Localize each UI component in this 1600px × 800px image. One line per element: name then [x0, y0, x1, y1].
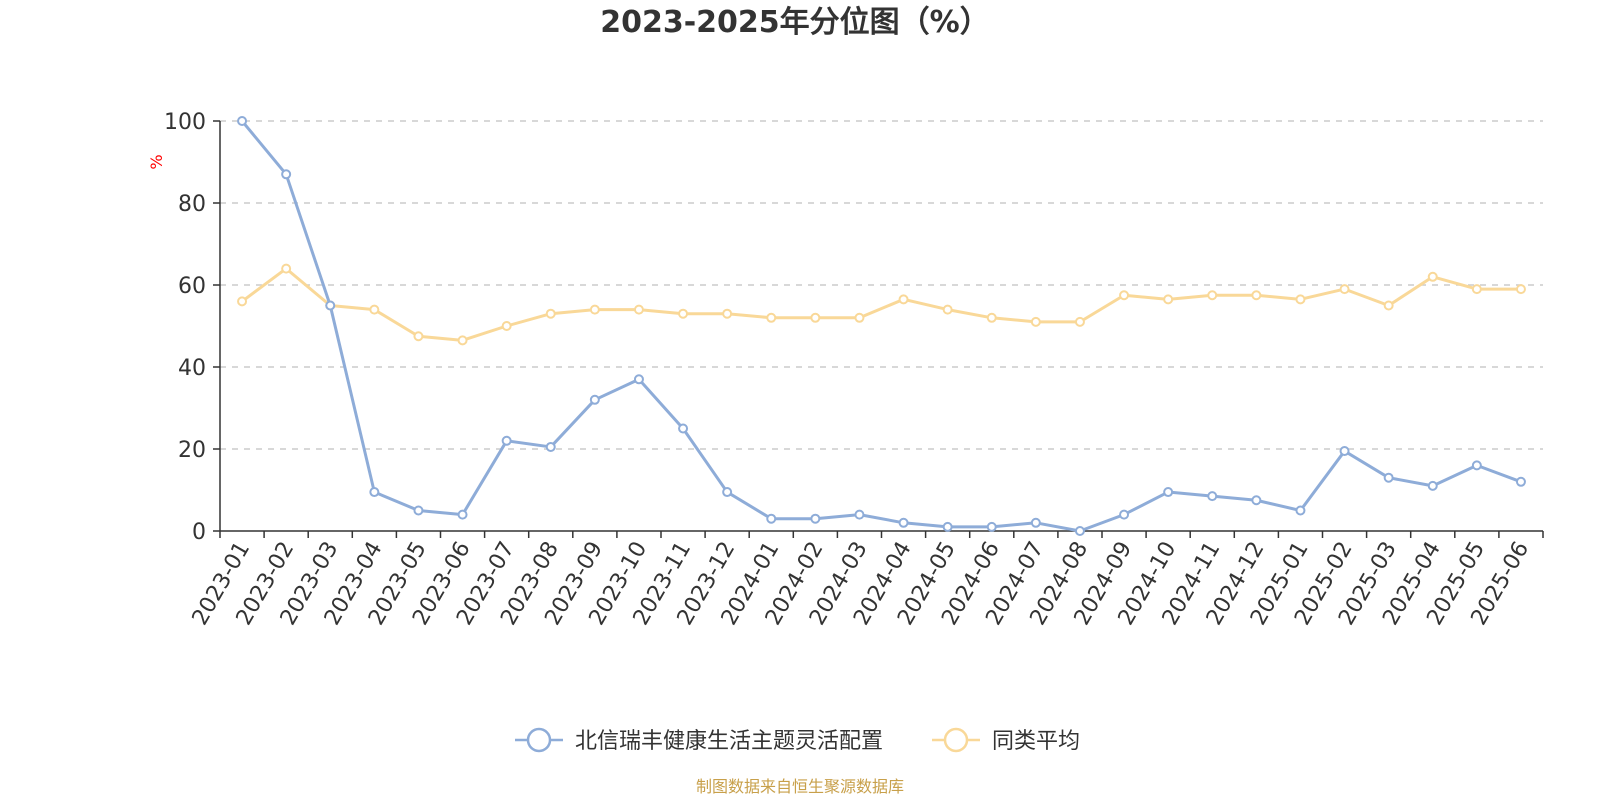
data-point[interactable]	[766, 312, 777, 323]
data-point[interactable]	[986, 312, 997, 323]
data-point[interactable]	[281, 263, 292, 274]
chart-title: 2023-2025年分位图（%）	[600, 5, 990, 40]
data-point[interactable]	[1295, 294, 1306, 305]
data-point[interactable]	[1163, 487, 1174, 498]
data-point[interactable]	[1030, 517, 1041, 528]
series-lines	[237, 116, 1526, 536]
y-axis-ticks: 0 20 40 60 80 100	[164, 110, 220, 545]
data-point[interactable]	[457, 335, 468, 346]
axes	[219, 121, 1543, 532]
series-line	[241, 267, 1521, 342]
legend[interactable]: 北信瑞丰健康生活主题灵活配置 同类平均	[515, 727, 1080, 754]
y-tick-label: 40	[178, 356, 206, 381]
y-tick-label: 80	[178, 192, 206, 217]
data-point[interactable]	[854, 312, 865, 323]
data-point[interactable]	[942, 521, 953, 532]
y-tick-label: 0	[192, 520, 206, 545]
data-point[interactable]	[678, 423, 689, 434]
y-tick-label: 20	[178, 438, 206, 463]
data-point[interactable]	[1383, 472, 1394, 483]
data-point[interactable]	[1251, 495, 1262, 506]
data-point[interactable]	[501, 321, 512, 331]
data-point[interactable]	[942, 304, 953, 315]
data-point[interactable]	[325, 300, 336, 311]
y-tick-label: 100	[164, 110, 206, 135]
legend-label[interactable]: 同类平均	[992, 729, 1080, 754]
data-point[interactable]	[1339, 284, 1350, 295]
data-point[interactable]	[369, 304, 380, 315]
data-point[interactable]	[986, 521, 997, 532]
data-point[interactable]	[457, 509, 468, 520]
data-point[interactable]	[898, 294, 909, 305]
source-note: 制图数据来自恒生聚源数据库	[696, 777, 904, 796]
data-point[interactable]	[1515, 476, 1526, 487]
data-point[interactable]	[1471, 284, 1482, 295]
data-point[interactable]	[1030, 316, 1041, 327]
data-point[interactable]	[1119, 290, 1130, 301]
data-point[interactable]	[898, 517, 909, 528]
data-point[interactable]	[1074, 316, 1085, 327]
data-point[interactable]	[589, 394, 600, 405]
data-point[interactable]	[501, 435, 512, 446]
data-point[interactable]	[1207, 290, 1218, 301]
grid-lines	[220, 120, 1543, 450]
data-point[interactable]	[589, 304, 600, 315]
legend-label[interactable]: 北信瑞丰健康生活主题灵活配置	[575, 729, 883, 754]
data-point[interactable]	[1251, 290, 1262, 301]
legend-marker-icon	[943, 727, 969, 753]
data-point[interactable]	[413, 331, 424, 342]
data-point[interactable]	[810, 513, 821, 524]
y-axis-label: %	[147, 154, 166, 169]
y-tick-label: 60	[178, 274, 206, 299]
data-point[interactable]	[633, 304, 644, 315]
data-point[interactable]	[678, 308, 689, 319]
data-point[interactable]	[810, 312, 821, 323]
data-point[interactable]	[1471, 460, 1482, 471]
data-point[interactable]	[766, 513, 777, 524]
data-point[interactable]	[237, 296, 248, 307]
data-point[interactable]	[1427, 480, 1438, 491]
data-point[interactable]	[1119, 509, 1130, 520]
data-point[interactable]	[633, 374, 644, 385]
legend-marker-icon	[526, 727, 552, 753]
data-point[interactable]	[1427, 271, 1438, 282]
data-point[interactable]	[1515, 284, 1526, 295]
data-point[interactable]	[854, 509, 865, 520]
data-point[interactable]	[237, 116, 248, 126]
data-point[interactable]	[722, 308, 733, 319]
data-point[interactable]	[369, 487, 380, 498]
data-point[interactable]	[413, 505, 424, 516]
x-axis-ticks: 2023-012023-022023-032023-042023-052023-…	[188, 531, 1544, 630]
data-point[interactable]	[722, 487, 733, 498]
data-point[interactable]	[1163, 294, 1174, 305]
series-line	[240, 120, 1522, 533]
data-point[interactable]	[545, 441, 556, 452]
data-point[interactable]	[1295, 505, 1306, 516]
data-point[interactable]	[1207, 491, 1218, 502]
data-point[interactable]	[1339, 446, 1350, 457]
data-point[interactable]	[545, 308, 556, 319]
data-point[interactable]	[1383, 300, 1394, 311]
data-point[interactable]	[1074, 526, 1085, 536]
data-point[interactable]	[281, 169, 292, 180]
